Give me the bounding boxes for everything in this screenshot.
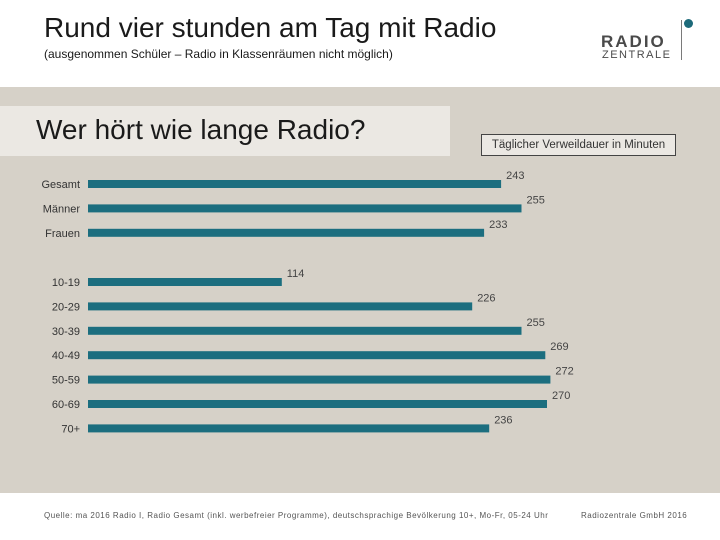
bar — [88, 302, 473, 311]
logo-divider — [681, 20, 682, 60]
logo-text-radio: RADIO — [601, 32, 666, 51]
value-label: 226 — [477, 292, 495, 304]
bar — [88, 228, 485, 237]
value-label: 114 — [287, 268, 305, 280]
logo-text-zentrale: ZENTRALE — [602, 49, 672, 61]
bar — [88, 278, 282, 286]
value-label: 255 — [527, 194, 545, 206]
bar — [88, 204, 522, 213]
category-label: 70+ — [61, 423, 80, 435]
chart-title: Wer hört wie lange Radio? — [36, 114, 366, 145]
category-label: Männer — [43, 203, 81, 215]
slide-title: Rund vier stunden am Tag mit Radio — [44, 12, 497, 43]
category-label: 40-49 — [52, 350, 80, 362]
value-label: 233 — [489, 219, 507, 231]
unit-label-box: Täglicher Verweildauer in Minuten — [481, 134, 676, 156]
copyright-note: Radiozentrale GmbH 2016 — [581, 511, 688, 520]
bar — [88, 326, 522, 335]
value-label: 272 — [555, 366, 573, 378]
bar — [88, 400, 547, 408]
category-label: Gesamt — [41, 179, 80, 191]
bar — [88, 375, 551, 384]
bar — [88, 351, 546, 360]
slide-subtitle: (ausgenommen Schüler – Radio in Klassenr… — [44, 47, 393, 61]
category-label: Frauen — [45, 228, 80, 240]
bar-chart: Gesamt 243 Männer 255 Frauen 233 10-19 114 20-29… — [41, 170, 573, 435]
value-label: 270 — [552, 390, 570, 402]
logo-dot-icon — [684, 19, 693, 28]
category-label: 30-39 — [52, 326, 80, 338]
category-label: 50-59 — [52, 375, 80, 387]
value-label: 236 — [494, 414, 512, 426]
bar — [88, 180, 502, 188]
category-label: 10-19 — [52, 277, 80, 289]
category-label: 20-29 — [52, 301, 80, 313]
value-label: 255 — [527, 317, 545, 329]
value-label: 269 — [550, 341, 568, 353]
footer — [0, 493, 720, 540]
bar — [88, 424, 490, 433]
source-note: Quelle: ma 2016 Radio I, Radio Gesamt (i… — [44, 511, 549, 520]
question-banner — [0, 106, 450, 156]
radio-zentrale-logo: RADIO ZENTRALE — [598, 18, 702, 62]
category-label: 60-69 — [52, 399, 80, 411]
value-label: 243 — [506, 170, 524, 182]
